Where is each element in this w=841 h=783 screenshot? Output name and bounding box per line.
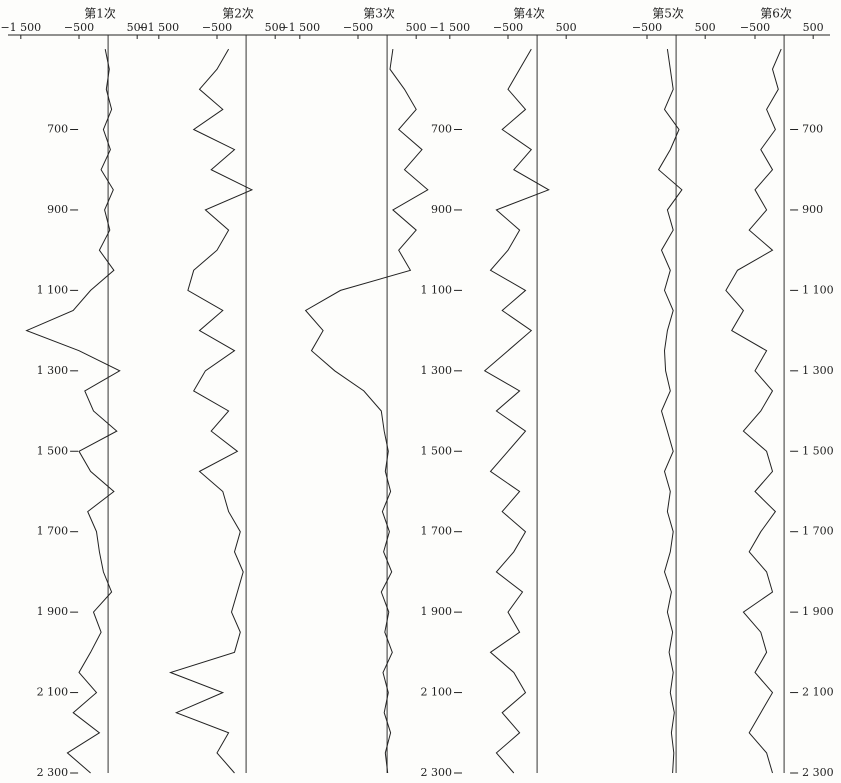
x-tick-label: −500 — [343, 21, 373, 34]
y-tick-label: 700 — [47, 123, 68, 136]
trace — [483, 48, 550, 774]
y-tick-label: 1 300 — [802, 364, 834, 377]
y-tick-label: 900 — [47, 203, 68, 216]
y-tick-label: 1 300 — [421, 364, 453, 377]
y-tick-label: 1 300 — [37, 364, 69, 377]
y-tick-label: 1 900 — [802, 605, 834, 618]
x-tick-label: −1 500 — [138, 21, 179, 34]
y-tick-label: 1 900 — [421, 605, 453, 618]
y-tick-label: 2 300 — [421, 766, 453, 779]
x-tick-label: 500 — [556, 21, 577, 34]
trace — [725, 48, 782, 774]
y-tick-label: 2 100 — [421, 686, 453, 699]
y-tick-label: 2 300 — [37, 766, 69, 779]
trace — [168, 48, 254, 774]
y-tick-label: 1 100 — [37, 283, 69, 296]
x-tick-label: 500 — [127, 21, 148, 34]
panel-title: 第3次 — [363, 7, 395, 21]
y-tick-label: 1 500 — [37, 444, 69, 457]
trace — [25, 49, 121, 774]
y-tick-label: 1 900 — [37, 605, 69, 618]
x-tick-label: −500 — [632, 21, 662, 34]
panel-title: 第1次 — [84, 7, 116, 21]
y-tick-label: 2 100 — [37, 686, 69, 699]
x-tick-label: −500 — [493, 21, 523, 34]
x-tick-label: −1 500 — [0, 21, 41, 34]
y-tick-label: 1 500 — [802, 444, 834, 457]
x-tick-label: −500 — [64, 21, 94, 34]
x-tick-label: −1 500 — [279, 21, 320, 34]
y-tick-label: 1 700 — [802, 525, 834, 538]
panel-title: 第4次 — [513, 7, 545, 21]
y-tick-label: 1 500 — [421, 444, 453, 457]
x-tick-label: −500 — [740, 21, 770, 34]
panel-title: 第5次 — [652, 7, 684, 21]
x-tick-label: 500 — [265, 21, 286, 34]
x-tick-label: 500 — [803, 21, 824, 34]
trace — [304, 49, 429, 774]
panel-title: 第2次 — [222, 7, 254, 21]
y-tick-label: 2 100 — [802, 686, 834, 699]
y-tick-label: 700 — [431, 123, 452, 136]
y-tick-label: 1 100 — [802, 283, 834, 296]
trace — [657, 49, 683, 774]
x-tick-label: −500 — [202, 21, 232, 34]
x-tick-label: −1 500 — [429, 21, 470, 34]
y-tick-label: 900 — [802, 203, 823, 216]
y-tick-label: 900 — [431, 203, 452, 216]
y-tick-label: 1 100 — [421, 283, 453, 296]
x-tick-label: 500 — [406, 21, 427, 34]
x-tick-label: 500 — [695, 21, 716, 34]
panel-title: 第6次 — [760, 7, 792, 21]
y-tick-label: 2 300 — [802, 766, 834, 779]
y-tick-label: 700 — [802, 123, 823, 136]
y-tick-label: 1 700 — [421, 525, 453, 538]
y-tick-label: 1 700 — [37, 525, 69, 538]
